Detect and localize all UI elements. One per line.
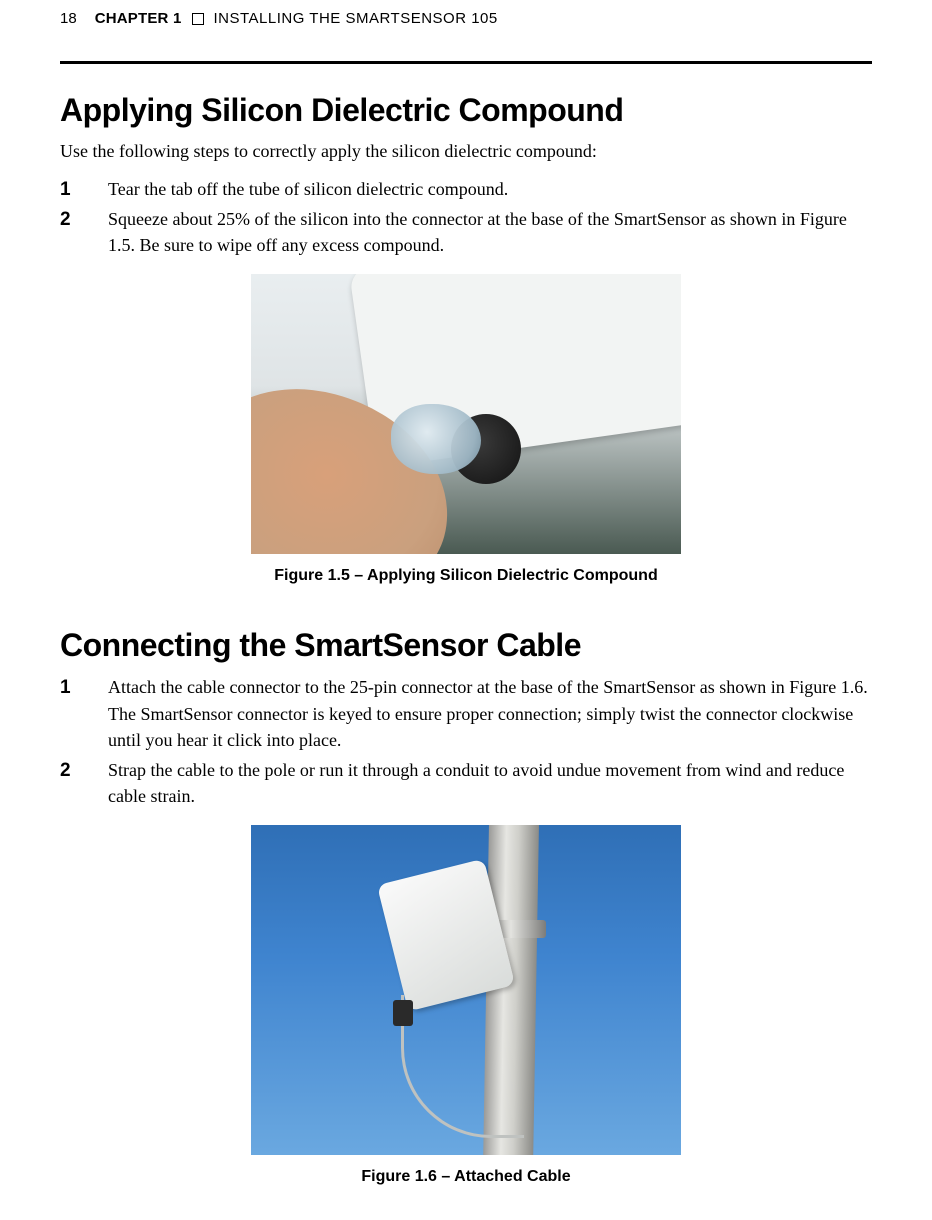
step-item: Attach the cable connector to the 25-pin… <box>60 674 872 752</box>
figure-1-6: Figure 1.6 – Attached Cable <box>60 825 872 1186</box>
chapter-separator-icon <box>192 13 204 25</box>
section-heading-applying: Applying Silicon Dielectric Compound <box>60 92 872 129</box>
figure-1-5: Figure 1.5 – Applying Silicon Dielectric… <box>60 274 872 585</box>
compound-illustration <box>391 404 481 474</box>
steps-list-1: Tear the tab off the tube of silicon die… <box>60 176 872 258</box>
figure-caption: Figure 1.6 – Attached Cable <box>60 1168 872 1186</box>
page-header: 18 CHAPTER 1 INSTALLING THE SMARTSENSOR … <box>60 10 872 33</box>
chapter-label: CHAPTER 1 <box>95 10 182 27</box>
steps-list-2: Attach the cable connector to the 25-pin… <box>60 674 872 808</box>
section-intro: Use the following steps to correctly app… <box>60 139 872 164</box>
figure-image <box>251 274 681 554</box>
figure-image <box>251 825 681 1155</box>
step-item: Squeeze about 25% of the silicon into th… <box>60 206 872 258</box>
figure-caption: Figure 1.5 – Applying Silicon Dielectric… <box>60 567 872 585</box>
cable-illustration <box>401 995 524 1138</box>
step-item: Strap the cable to the pole or run it th… <box>60 757 872 809</box>
page-number: 18 <box>60 10 77 27</box>
header-rule <box>60 61 872 64</box>
step-item: Tear the tab off the tube of silicon die… <box>60 176 872 202</box>
chapter-title: INSTALLING THE SMARTSENSOR 105 <box>214 10 498 27</box>
section-heading-connecting: Connecting the SmartSensor Cable <box>60 627 872 664</box>
connector-illustration <box>393 1000 413 1026</box>
